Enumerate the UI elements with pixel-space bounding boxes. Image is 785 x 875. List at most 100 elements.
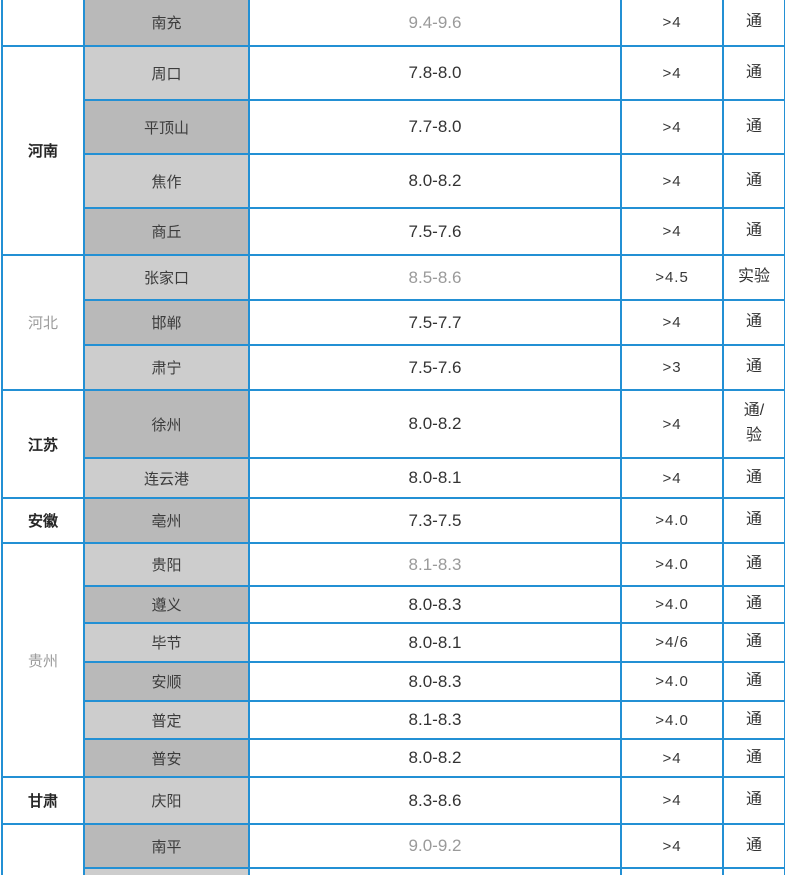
size-cell: >4.0: [620, 542, 724, 587]
status-cell: 通: [722, 344, 785, 391]
price-cell: 7.3-7.5: [248, 497, 622, 544]
size-cell: >4: [620, 823, 724, 869]
city-cell: 肃宁: [83, 344, 250, 391]
table-row: 遵义 8.0-8.3 >4.0 通: [2, 585, 785, 624]
status-cell: 通: [722, 542, 785, 587]
city-cell: 周口: [83, 45, 250, 101]
status-cell: 通: [722, 0, 785, 47]
price-cell: 8.0-8.2: [248, 153, 622, 209]
table-row: 焦作 8.0-8.2 >4 通: [2, 153, 785, 209]
price-cell: 7.5-7.6: [248, 207, 622, 256]
city-cell: 徐州: [83, 389, 250, 459]
city-cell: 张家口: [83, 254, 250, 301]
table-row: 贵州 贵阳 8.1-8.3 >4.0 通: [1, 542, 785, 778]
table-row: [2, 867, 785, 875]
status-cell: 通: [722, 45, 785, 101]
size-cell: >4: [620, 738, 724, 778]
price-cell: 9.0-9.2: [248, 823, 622, 869]
size-cell: >4.0: [620, 585, 724, 624]
city-cell: 安顺: [83, 661, 250, 702]
status-cell: [722, 867, 785, 875]
city-cell: 焦作: [83, 153, 250, 209]
price-cell: 8.1-8.3: [248, 542, 622, 587]
province-cell: [1, 823, 85, 875]
status-cell: 通: [722, 700, 785, 740]
city-cell: 毕节: [83, 622, 250, 663]
size-cell: >4.0: [620, 497, 724, 544]
size-cell: >4: [620, 99, 724, 155]
price-cell: 8.0-8.3: [248, 585, 622, 624]
status-cell: 通: [722, 457, 785, 499]
table-row: 毕节 8.0-8.1 >4/6 通: [2, 622, 785, 663]
size-cell: >4: [620, 299, 724, 346]
table-row: 安顺 8.0-8.3 >4.0 通: [2, 661, 785, 702]
table-row: 南平 9.0-9.2 >4 通: [1, 823, 785, 875]
size-cell: >3: [620, 344, 724, 391]
size-cell: >4: [620, 207, 724, 256]
city-cell: 南充: [83, 0, 250, 47]
price-cell: 8.0-8.3: [248, 661, 622, 702]
size-cell: [620, 867, 724, 875]
city-cell: 庆阳: [83, 776, 250, 825]
table-row: 邯郸 7.5-7.7 >4 通: [2, 299, 785, 346]
price-cell: 8.5-8.6: [248, 254, 622, 301]
province-cell: 贵州: [1, 542, 85, 778]
table-row: 商丘 7.5-7.6 >4 通: [2, 207, 785, 256]
status-cell: 通: [722, 738, 785, 778]
status-cell: 通: [722, 153, 785, 209]
price-cell: 7.5-7.7: [248, 299, 622, 346]
province-cell: 河北: [1, 254, 85, 391]
province-cell: 江苏: [1, 389, 85, 499]
table-row: 普定 8.1-8.3 >4.0 通: [2, 700, 785, 740]
price-cell: 9.4-9.6: [248, 0, 622, 47]
status-cell: 通: [722, 99, 785, 155]
city-cell: [83, 867, 250, 875]
price-cell: 8.0-8.1: [248, 622, 622, 663]
city-cell: 普安: [83, 738, 250, 778]
status-cell: 实验: [722, 254, 785, 301]
price-cell: 8.0-8.1: [248, 457, 622, 499]
table-row: 平顶山 7.7-8.0 >4 通: [2, 99, 785, 155]
size-cell: >4: [620, 776, 724, 825]
table-row: 连云港 8.0-8.1 >4 通: [2, 457, 785, 499]
table-row: 江苏 徐州 8.0-8.2 >4 通/ 验: [1, 389, 785, 499]
province-cell: 安徽: [1, 497, 85, 544]
table-row: 南充 9.4-9.6 >4 通: [1, 0, 785, 47]
size-cell: >4: [620, 153, 724, 209]
table-row: 河南 周口 7.8-8.0 >4 通: [1, 45, 785, 256]
status-cell: 通: [722, 622, 785, 663]
size-cell: >4.0: [620, 661, 724, 702]
city-cell: 普定: [83, 700, 250, 740]
province-cell: 河南: [1, 45, 85, 256]
status-cell: 通: [722, 823, 785, 869]
city-cell: 亳州: [83, 497, 250, 544]
city-cell: 贵阳: [83, 542, 250, 587]
province-cell: [1, 0, 85, 47]
table-row: 河北 张家口 8.5-8.6 >4.5 实验: [1, 254, 785, 391]
price-cell: 8.1-8.3: [248, 700, 622, 740]
size-cell: >4: [620, 457, 724, 499]
status-cell: 通: [722, 585, 785, 624]
city-cell: 商丘: [83, 207, 250, 256]
status-cell: 通: [722, 207, 785, 256]
price-cell: 8.3-8.6: [248, 776, 622, 825]
table-row: 普安 8.0-8.2 >4 通: [2, 738, 785, 778]
status-cell: 通: [722, 299, 785, 346]
size-cell: >4: [620, 389, 724, 459]
price-cell: 7.7-8.0: [248, 99, 622, 155]
city-cell: 平顶山: [83, 99, 250, 155]
price-cell: 8.0-8.2: [248, 389, 622, 459]
city-cell: 邯郸: [83, 299, 250, 346]
price-cell: 8.0-8.2: [248, 738, 622, 778]
size-cell: >4: [620, 0, 724, 47]
size-cell: >4.5: [620, 254, 724, 301]
table-row: 肃宁 7.5-7.6 >3 通: [2, 344, 785, 391]
status-cell: 通/ 验: [722, 389, 785, 459]
city-cell: 连云港: [83, 457, 250, 499]
price-cell: 7.5-7.6: [248, 344, 622, 391]
city-cell: 南平: [83, 823, 250, 869]
city-cell: 遵义: [83, 585, 250, 624]
table-row: 甘肃 庆阳 8.3-8.6 >4 通: [1, 776, 785, 825]
